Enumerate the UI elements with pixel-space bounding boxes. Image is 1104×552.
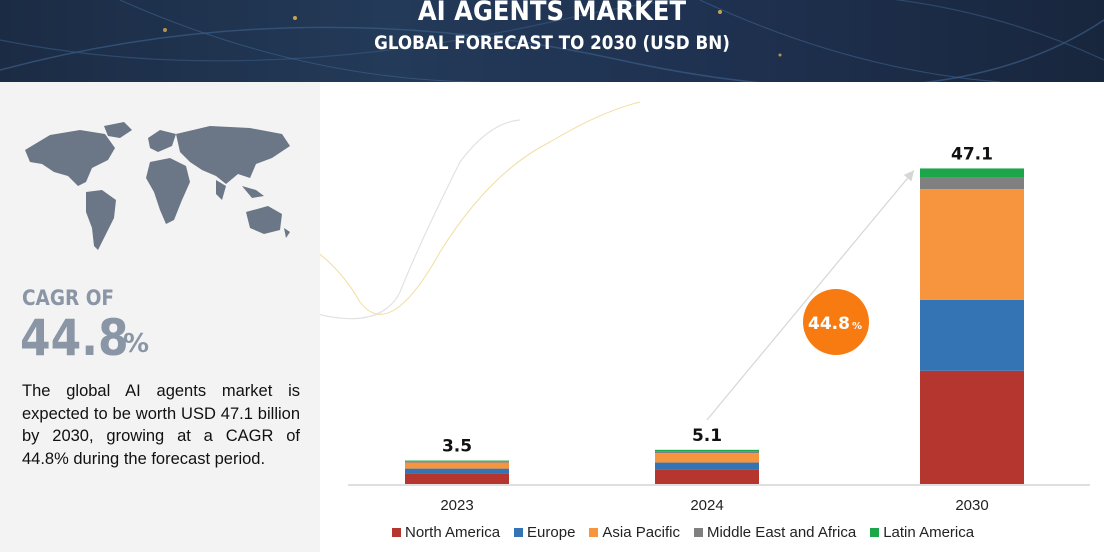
bar-segment-2030-middle-east-and-africa [920,177,1024,190]
market-description: The global AI agents market is expected … [22,382,300,468]
label-group: 3.5 2023 5.1 2024 47.1 2030 [440,144,993,514]
x-axis-tick-label: 2030 [955,497,988,514]
legend-item: Asia Pacific [589,524,680,541]
legend-label: Middle East and Africa [706,523,857,541]
bar-segment-2030-europe [920,299,1024,371]
cagr-badge-unit: % [852,321,862,332]
left-info-panel: CAGR OF 44.8 % The global AI agents mark… [0,82,320,552]
world-map-icon [25,122,290,250]
legend-item: Latin America [870,524,974,541]
chart-legend: North America Europe Asia Pacific Middle Ea… [392,522,988,542]
growth-trend-arrowhead [903,170,914,182]
bar-group [405,168,1024,484]
legend-item: Middle East and Africa [693,523,857,541]
bar-segment-2023-middle-east-and-africa [405,461,509,463]
cagr-value: 44.8 [20,309,129,367]
cagr-label: CAGR OF [22,286,115,310]
bar-total-label: 3.5 [442,437,472,457]
bar-segment-2024-asia-pacific [655,453,759,463]
bar-segment-2024-north-america [655,469,759,484]
legend-swatch [870,527,880,537]
x-axis-tick-label: 2024 [690,497,723,514]
bar-segment-2024-europe [655,462,759,470]
legend-swatch [514,527,524,537]
bar-segment-2023-asia-pacific [405,462,509,469]
legend-label: Latin America [883,523,975,541]
legend-label: Europe [527,523,576,541]
legend-label: North America [405,523,501,541]
cagr-badge-value: 44.8 [808,314,850,334]
stacked-bar-chart: 3.5 2023 5.1 2024 47.1 2030 44.8 % [320,101,1090,514]
growth-trend-line [706,170,915,421]
bar-segment-2023-europe [405,468,509,474]
legend-item: Europe [514,524,575,541]
bar-segment-2030-latin-america [920,168,1024,178]
cagr-badge [803,289,869,355]
header-banner: AI AGENTS MARKET GLOBAL FORECAST TO 2030… [0,0,1104,82]
bar-segment-2024-latin-america [655,449,759,452]
decorative-curve-gold [320,101,641,315]
bar-segment-2023-north-america [405,473,509,484]
cagr-unit: % [123,329,150,359]
bar-segment-2024-middle-east-and-africa [655,451,759,454]
legend-swatch [589,527,599,537]
legend-label: Asia Pacific [602,523,680,541]
bar-segment-2023-latin-america [405,460,509,462]
bar-total-label: 47.1 [951,144,993,164]
decorative-curve [320,119,521,320]
header-background-decoration [0,0,1104,82]
bar-segment-2030-asia-pacific [920,189,1024,300]
chart-subtitle: GLOBAL FORECAST TO 2030 (USD BN) [374,32,730,54]
bar-segment-2030-north-america [920,370,1024,484]
legend-swatch [693,527,703,537]
legend-item: North America [392,524,500,541]
chart-title: AI AGENTS MARKET [417,0,687,27]
legend-swatch [392,527,401,537]
x-axis-tick-label: 2023 [440,497,473,514]
bar-total-label: 5.1 [692,426,722,446]
